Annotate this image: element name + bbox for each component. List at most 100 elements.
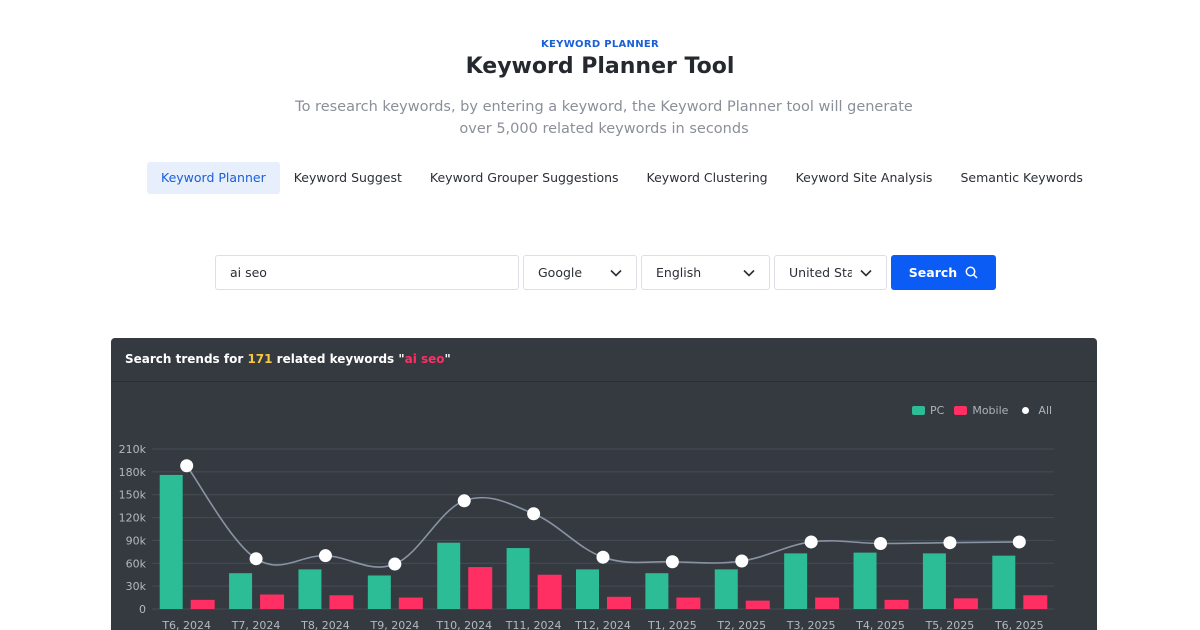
x-tick-label: T4, 2025 <box>855 619 905 630</box>
x-tick-label: T6, 2024 <box>161 619 211 630</box>
search-button[interactable]: Search <box>891 255 996 290</box>
bar-pc <box>576 569 599 609</box>
language-select[interactable]: English <box>641 255 770 290</box>
bar-pc <box>229 573 253 609</box>
legend-label-pc: PC <box>930 404 945 417</box>
bar-pc <box>298 569 322 609</box>
x-tick-label: T3, 2025 <box>786 619 836 630</box>
y-tick-label: 90k <box>126 534 147 547</box>
point-all <box>388 557 402 571</box>
engine-select-value: Google <box>538 265 583 280</box>
bar-mobile <box>953 598 978 609</box>
keyword-input[interactable] <box>215 255 519 290</box>
panel-title-suffix: " <box>444 352 451 366</box>
bar-mobile <box>398 597 423 609</box>
bar-mobile <box>260 594 285 609</box>
related-keyword-count: 171 <box>247 352 273 366</box>
y-tick-label: 0 <box>139 603 146 616</box>
point-all <box>735 554 749 568</box>
point-all <box>874 536 888 550</box>
y-tick-label: 150k <box>119 489 147 502</box>
page-eyebrow: KEYWORD PLANNER <box>540 39 660 50</box>
y-tick-label: 210k <box>119 443 147 456</box>
point-all <box>249 552 263 566</box>
point-all <box>1012 535 1026 549</box>
x-tick-label: T6, 2025 <box>994 619 1044 630</box>
x-tick-label: T8, 2024 <box>300 619 350 630</box>
x-tick-label: T1, 2025 <box>647 619 697 630</box>
x-tick-label: T10, 2024 <box>435 619 492 630</box>
chart-legend: PC Mobile All <box>912 404 1052 417</box>
panel-title: Search trends for 171 related keywords "… <box>111 338 1097 382</box>
point-all <box>318 549 332 563</box>
language-select-value: English <box>656 265 702 280</box>
search-button-label: Search <box>908 265 958 280</box>
x-tick-label: T12, 2024 <box>574 619 631 630</box>
chevron-down-icon <box>860 269 872 277</box>
y-tick-label: 120k <box>119 512 147 525</box>
legend-item-all[interactable]: All <box>1018 404 1052 417</box>
tab-keyword-suggest[interactable]: Keyword Suggest <box>293 170 402 185</box>
bar-mobile <box>815 597 840 609</box>
bar-pc <box>437 542 461 609</box>
tab-keyword-grouper-suggestions[interactable]: Keyword Grouper Suggestions <box>429 170 619 185</box>
point-all <box>180 459 194 473</box>
page-subtitle: To research keywords, by entering a keyw… <box>295 99 913 137</box>
bar-mobile <box>468 567 493 609</box>
point-all <box>665 555 679 569</box>
legend-item-pc[interactable]: PC <box>912 404 944 417</box>
bar-pc <box>367 575 391 609</box>
bar-mobile <box>884 599 909 609</box>
page-title: Keyword Planner Tool <box>465 54 735 79</box>
x-tick-label: T2, 2025 <box>716 619 766 630</box>
bar-pc <box>645 573 669 609</box>
chevron-down-icon <box>610 269 622 277</box>
panel-keyword: ai seo <box>404 352 445 366</box>
legend-swatch-mobile <box>954 406 968 415</box>
y-tick-label: 60k <box>126 557 147 570</box>
tab-semantic-keywords[interactable]: Semantic Keywords <box>960 170 1083 185</box>
panel-title-prefix: Search trends for <box>125 352 248 366</box>
y-tick-label: 30k <box>126 580 147 593</box>
bar-mobile <box>745 600 770 609</box>
search-bar: Google English United Sta Search <box>215 255 996 290</box>
search-icon <box>965 266 978 279</box>
panel-title-mid: related keywords " <box>272 352 405 366</box>
legend-item-mobile[interactable]: Mobile <box>954 404 1008 417</box>
bar-pc <box>714 569 738 609</box>
point-all <box>457 494 471 508</box>
bar-pc <box>922 553 946 609</box>
bar-mobile <box>1023 595 1048 609</box>
bar-pc <box>992 555 1016 609</box>
chevron-down-icon <box>743 269 755 277</box>
x-tick-label: T11, 2024 <box>505 619 562 630</box>
bar-pc <box>784 553 808 609</box>
bar-mobile <box>607 596 631 609</box>
bar-pc <box>853 552 877 609</box>
bar-pc <box>506 548 530 609</box>
y-tick-label: 180k <box>119 466 147 479</box>
x-tick-label: T7, 2024 <box>231 619 281 630</box>
legend-swatch-pc <box>912 406 925 415</box>
point-all <box>527 507 541 521</box>
legend-marker-all <box>1022 407 1030 414</box>
bar-mobile <box>537 574 562 609</box>
bar-mobile <box>676 597 701 609</box>
country-select-value: United Sta <box>789 265 852 280</box>
point-all <box>943 536 957 550</box>
engine-select[interactable]: Google <box>523 255 637 290</box>
point-all <box>804 535 818 549</box>
country-select[interactable]: United Sta <box>774 255 887 290</box>
x-tick-label: T5, 2025 <box>925 619 975 630</box>
x-tick-label: T9, 2024 <box>369 619 419 630</box>
tab-keyword-site-analysis[interactable]: Keyword Site Analysis <box>795 170 933 185</box>
tool-tabs: Keyword Planner Keyword Suggest Keyword … <box>147 162 1097 194</box>
tab-keyword-clustering[interactable]: Keyword Clustering <box>646 170 768 185</box>
point-all <box>596 550 610 564</box>
legend-label-all: All <box>1038 404 1053 417</box>
tab-keyword-planner[interactable]: Keyword Planner <box>147 162 280 194</box>
bar-pc <box>159 474 183 609</box>
legend-label-mobile: Mobile <box>972 404 1009 417</box>
bar-mobile <box>329 595 354 609</box>
